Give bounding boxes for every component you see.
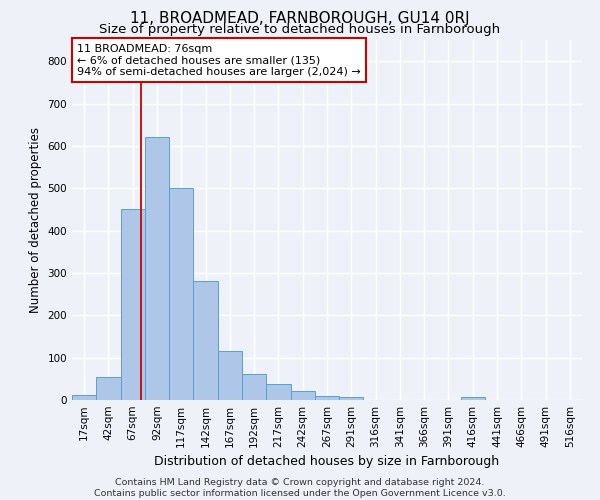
Bar — [121, 210, 145, 400]
Y-axis label: Number of detached properties: Number of detached properties — [29, 127, 42, 313]
Text: Size of property relative to detached houses in Farnborough: Size of property relative to detached ho… — [100, 22, 500, 36]
Bar — [169, 188, 193, 400]
Text: Contains HM Land Registry data © Crown copyright and database right 2024.
Contai: Contains HM Land Registry data © Crown c… — [94, 478, 506, 498]
Bar — [315, 396, 339, 400]
Bar — [266, 384, 290, 400]
Bar — [218, 352, 242, 400]
Bar — [461, 396, 485, 400]
Bar — [72, 395, 96, 400]
Text: 11 BROADMEAD: 76sqm
← 6% of detached houses are smaller (135)
94% of semi-detach: 11 BROADMEAD: 76sqm ← 6% of detached hou… — [77, 44, 361, 77]
Bar — [339, 396, 364, 400]
Bar — [290, 390, 315, 400]
Bar — [96, 376, 121, 400]
Text: 11, BROADMEAD, FARNBOROUGH, GU14 0RJ: 11, BROADMEAD, FARNBOROUGH, GU14 0RJ — [130, 11, 470, 26]
Bar — [145, 138, 169, 400]
Bar — [242, 374, 266, 400]
Bar — [193, 282, 218, 400]
X-axis label: Distribution of detached houses by size in Farnborough: Distribution of detached houses by size … — [154, 456, 500, 468]
